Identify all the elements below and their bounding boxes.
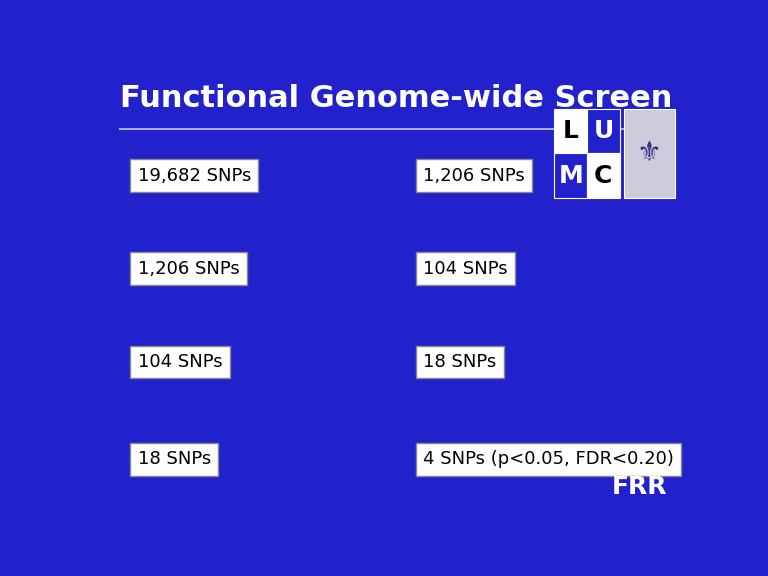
Text: 19,682 SNPs: 19,682 SNPs (137, 166, 251, 184)
Text: 1,206 SNPs: 1,206 SNPs (423, 166, 525, 184)
Text: L: L (563, 119, 578, 143)
FancyBboxPatch shape (587, 153, 620, 198)
Text: M: M (558, 164, 583, 188)
Text: 4 SNPs (p<0.05, FDR<0.20): 4 SNPs (p<0.05, FDR<0.20) (423, 450, 674, 468)
Text: 104 SNPs: 104 SNPs (423, 260, 508, 278)
Text: U: U (594, 119, 614, 143)
Text: Functional Genome-wide Screen: Functional Genome-wide Screen (120, 85, 672, 113)
Text: 1,206 SNPs: 1,206 SNPs (137, 260, 240, 278)
Text: 104 SNPs: 104 SNPs (137, 353, 222, 371)
FancyBboxPatch shape (554, 109, 587, 153)
FancyBboxPatch shape (587, 109, 620, 153)
Text: FRR: FRR (612, 475, 667, 499)
Text: ⚜: ⚜ (637, 139, 662, 168)
FancyBboxPatch shape (554, 153, 587, 198)
Text: C: C (594, 164, 613, 188)
FancyBboxPatch shape (624, 109, 674, 198)
Text: 18 SNPs: 18 SNPs (423, 353, 497, 371)
Text: 18 SNPs: 18 SNPs (137, 450, 211, 468)
